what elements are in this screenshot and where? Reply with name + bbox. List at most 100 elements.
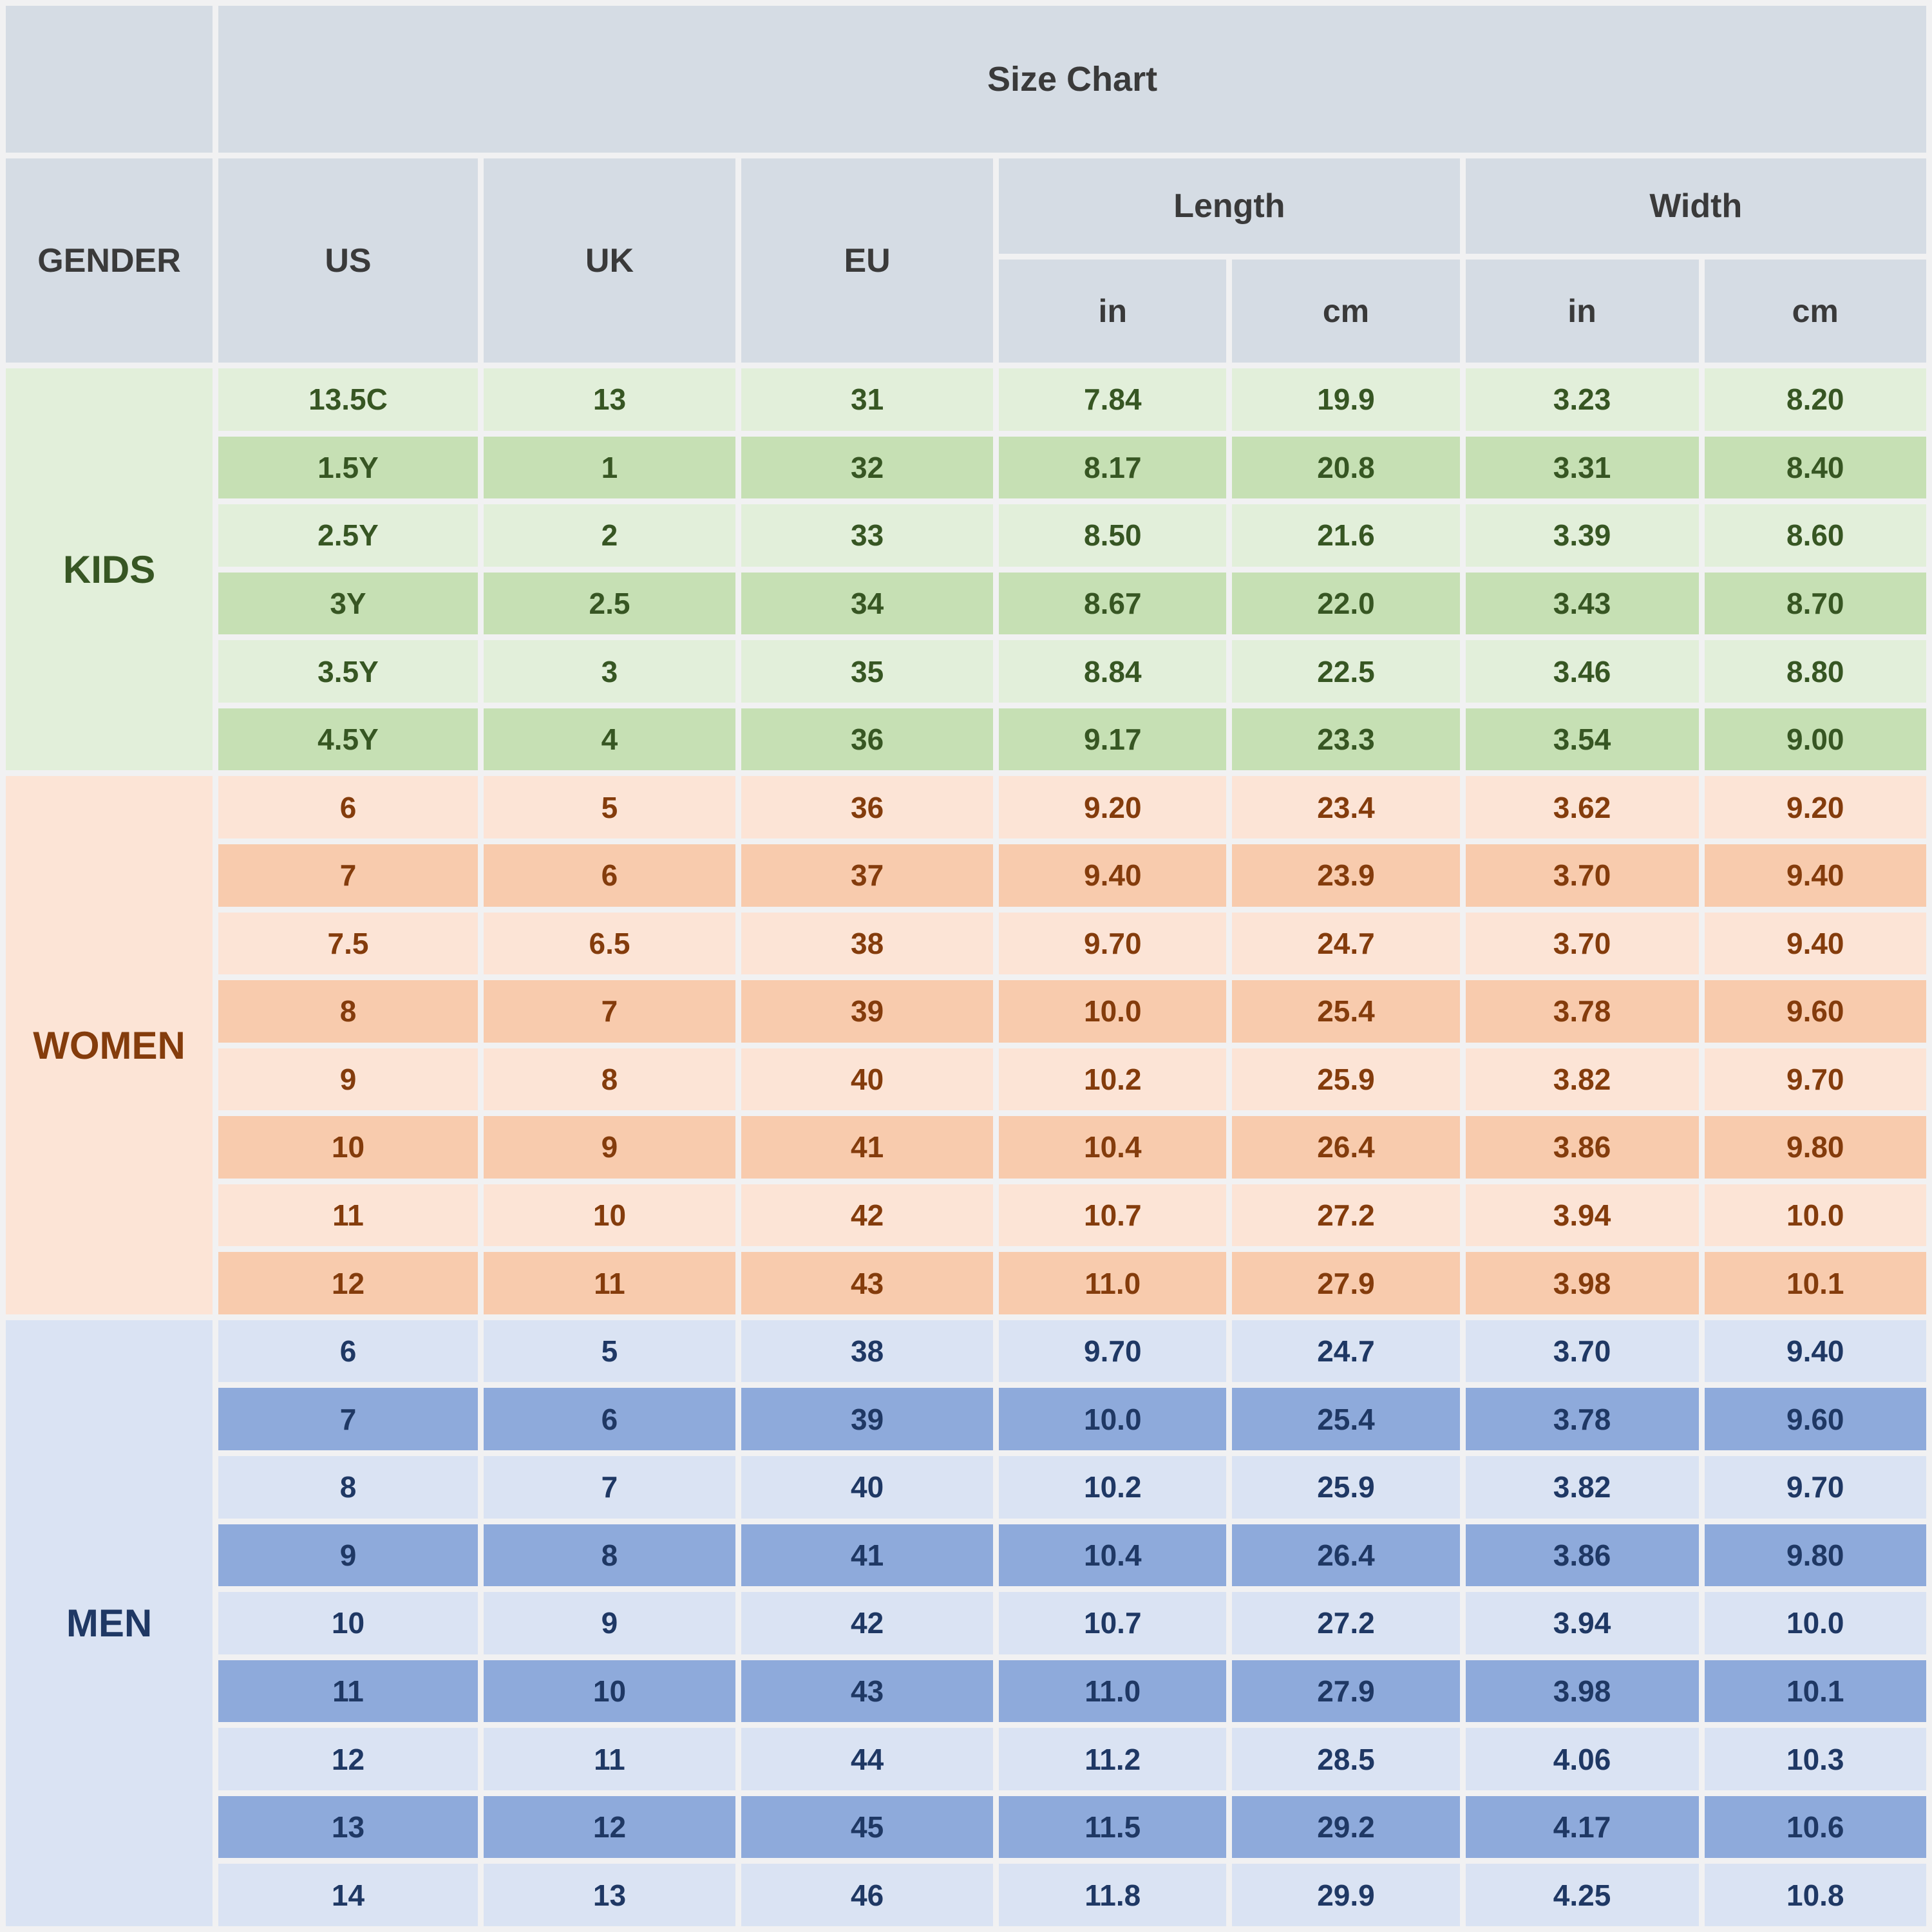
table-cell: 39 — [741, 1388, 994, 1450]
table-cell: 21.6 — [1232, 504, 1460, 567]
section-label-women: WOMEN — [6, 776, 213, 1314]
table-cell: 20.8 — [1232, 436, 1460, 499]
table-row: 1.5Y 1 32 8.17 20.8 3.31 8.40 — [6, 436, 1926, 499]
table-cell: 6 — [483, 1388, 736, 1450]
table-header: Size Chart GENDER US UK EU Length Width … — [6, 6, 1926, 363]
table-row: KIDS 13.5C 13 31 7.84 19.9 3.23 8.20 — [6, 368, 1926, 771]
table-cell: 6 — [218, 1320, 478, 1383]
table-cell: 9 — [483, 1116, 736, 1179]
table-cell: 40 — [741, 1048, 994, 1111]
table-cell: 6.5 — [483, 912, 736, 975]
table-cell: 19.9 — [1232, 368, 1460, 431]
table-cell: 3.70 — [1465, 844, 1699, 907]
table-cell: 11 — [218, 1184, 478, 1247]
table-cell: 3.54 — [1465, 708, 1699, 771]
table-row: 8 7 40 10.2 25.9 3.82 9.70 — [6, 1456, 1926, 1519]
col-header-gender: GENDER — [6, 158, 213, 363]
table-cell: 34 — [741, 572, 994, 635]
table-cell: 2.5 — [483, 572, 736, 635]
table-cell: 43 — [741, 1252, 994, 1314]
table-cell: 1 — [483, 436, 736, 499]
table-cell: 9 — [218, 1048, 478, 1111]
table-cell: 10.2 — [999, 1456, 1227, 1519]
table-cell: 3.94 — [1465, 1184, 1699, 1247]
table-cell: 42 — [741, 1592, 994, 1654]
table-cell: 32 — [741, 436, 994, 499]
table-cell: 3.82 — [1465, 1456, 1699, 1519]
table-cell: 4.25 — [1465, 1864, 1699, 1926]
table-cell: 8 — [483, 1048, 736, 1111]
table-cell: 29.9 — [1232, 1864, 1460, 1926]
table-cell: 9.70 — [1704, 1048, 1926, 1111]
table-cell: 3Y — [218, 572, 478, 635]
table-cell: 3.86 — [1465, 1524, 1699, 1587]
col-header-eu: EU — [741, 158, 994, 363]
table-cell: 10.1 — [1704, 1252, 1926, 1314]
table-cell: 13 — [218, 1795, 478, 1859]
table-cell: 25.9 — [1232, 1048, 1460, 1111]
table-cell: 7 — [218, 844, 478, 907]
col-header-width-cm: cm — [1704, 260, 1926, 363]
col-header-uk: UK — [483, 158, 736, 363]
table-row: 14 13 46 11.8 29.9 4.25 10.8 — [6, 1864, 1926, 1926]
header-units-row: in cm in cm — [6, 260, 1926, 363]
table-cell: 8.17 — [999, 436, 1227, 499]
table-row: 11 10 42 10.7 27.2 3.94 10.0 — [6, 1184, 1926, 1247]
table-cell: 3.78 — [1465, 980, 1699, 1043]
table-cell: 26.4 — [1232, 1116, 1460, 1179]
table-cell: 7.84 — [999, 368, 1227, 431]
table-row: 12 11 43 11.0 27.9 3.98 10.1 — [6, 1252, 1926, 1314]
table-cell: 9.70 — [999, 1320, 1227, 1383]
table-cell: 9 — [218, 1524, 478, 1587]
table-cell: 7.5 — [218, 912, 478, 975]
table-cell: 40 — [741, 1456, 994, 1519]
table-cell: 9.60 — [1704, 1388, 1926, 1450]
table-cell: 10.7 — [999, 1592, 1227, 1654]
table-cell: 41 — [741, 1524, 994, 1587]
table-cell: 23.4 — [1232, 776, 1460, 838]
table-cell: 46 — [741, 1864, 994, 1926]
table-cell: 8 — [218, 1456, 478, 1519]
table-cell: 8.80 — [1704, 640, 1926, 703]
col-header-length-in: in — [999, 260, 1227, 363]
table-cell: 26.4 — [1232, 1524, 1460, 1587]
table-cell: 22.5 — [1232, 640, 1460, 703]
table-cell: 8.50 — [999, 504, 1227, 567]
table-cell: 7 — [483, 1456, 736, 1519]
table-cell: 13 — [483, 1864, 736, 1926]
title-row: Size Chart — [6, 6, 1926, 153]
table-cell: 11.2 — [999, 1728, 1227, 1790]
table-cell: 3.70 — [1465, 1320, 1699, 1383]
table-cell: 4 — [483, 708, 736, 771]
table-cell: 3.31 — [1465, 436, 1699, 499]
table-cell: 38 — [741, 1320, 994, 1383]
table-cell: 9.40 — [1704, 844, 1926, 907]
table-cell: 10.7 — [999, 1184, 1227, 1247]
table-cell: 9.70 — [1704, 1456, 1926, 1519]
table-row: 3.5Y 3 35 8.84 22.5 3.46 8.80 — [6, 640, 1926, 703]
table-cell: 3.82 — [1465, 1048, 1699, 1111]
table-cell: 10.4 — [999, 1116, 1227, 1179]
table-cell: 9.80 — [1704, 1524, 1926, 1587]
table-cell: 3.62 — [1465, 776, 1699, 838]
table-cell: 31 — [741, 368, 994, 431]
table-body: KIDS 13.5C 13 31 7.84 19.9 3.23 8.20 1.5Y 1 32 8.17… — [6, 368, 1926, 1926]
table-row: 2.5Y 2 33 8.50 21.6 3.39 8.60 — [6, 504, 1926, 567]
col-header-width: Width — [1465, 158, 1926, 254]
table-cell: 3.46 — [1465, 640, 1699, 703]
table-row: WOMEN 6 5 36 9.20 23.4 3.62 9.20 — [6, 776, 1926, 1314]
table-cell: 3.23 — [1465, 368, 1699, 431]
table-cell: 8.60 — [1704, 504, 1926, 567]
table-cell: 33 — [741, 504, 994, 567]
table-cell: 8 — [483, 1524, 736, 1587]
table-cell: 11.0 — [999, 1660, 1227, 1723]
table-cell: 10.8 — [1704, 1864, 1926, 1926]
table-cell: 10.0 — [1704, 1592, 1926, 1654]
table-row: 4.5Y 4 36 9.17 23.3 3.54 9.00 — [6, 708, 1926, 771]
table-cell: 25.9 — [1232, 1456, 1460, 1519]
table-cell: 10.6 — [1704, 1795, 1926, 1859]
table-cell: 25.4 — [1232, 1388, 1460, 1450]
table-row: 13 12 45 11.5 29.2 4.17 10.6 — [6, 1795, 1926, 1859]
table-cell: 11 — [218, 1660, 478, 1723]
